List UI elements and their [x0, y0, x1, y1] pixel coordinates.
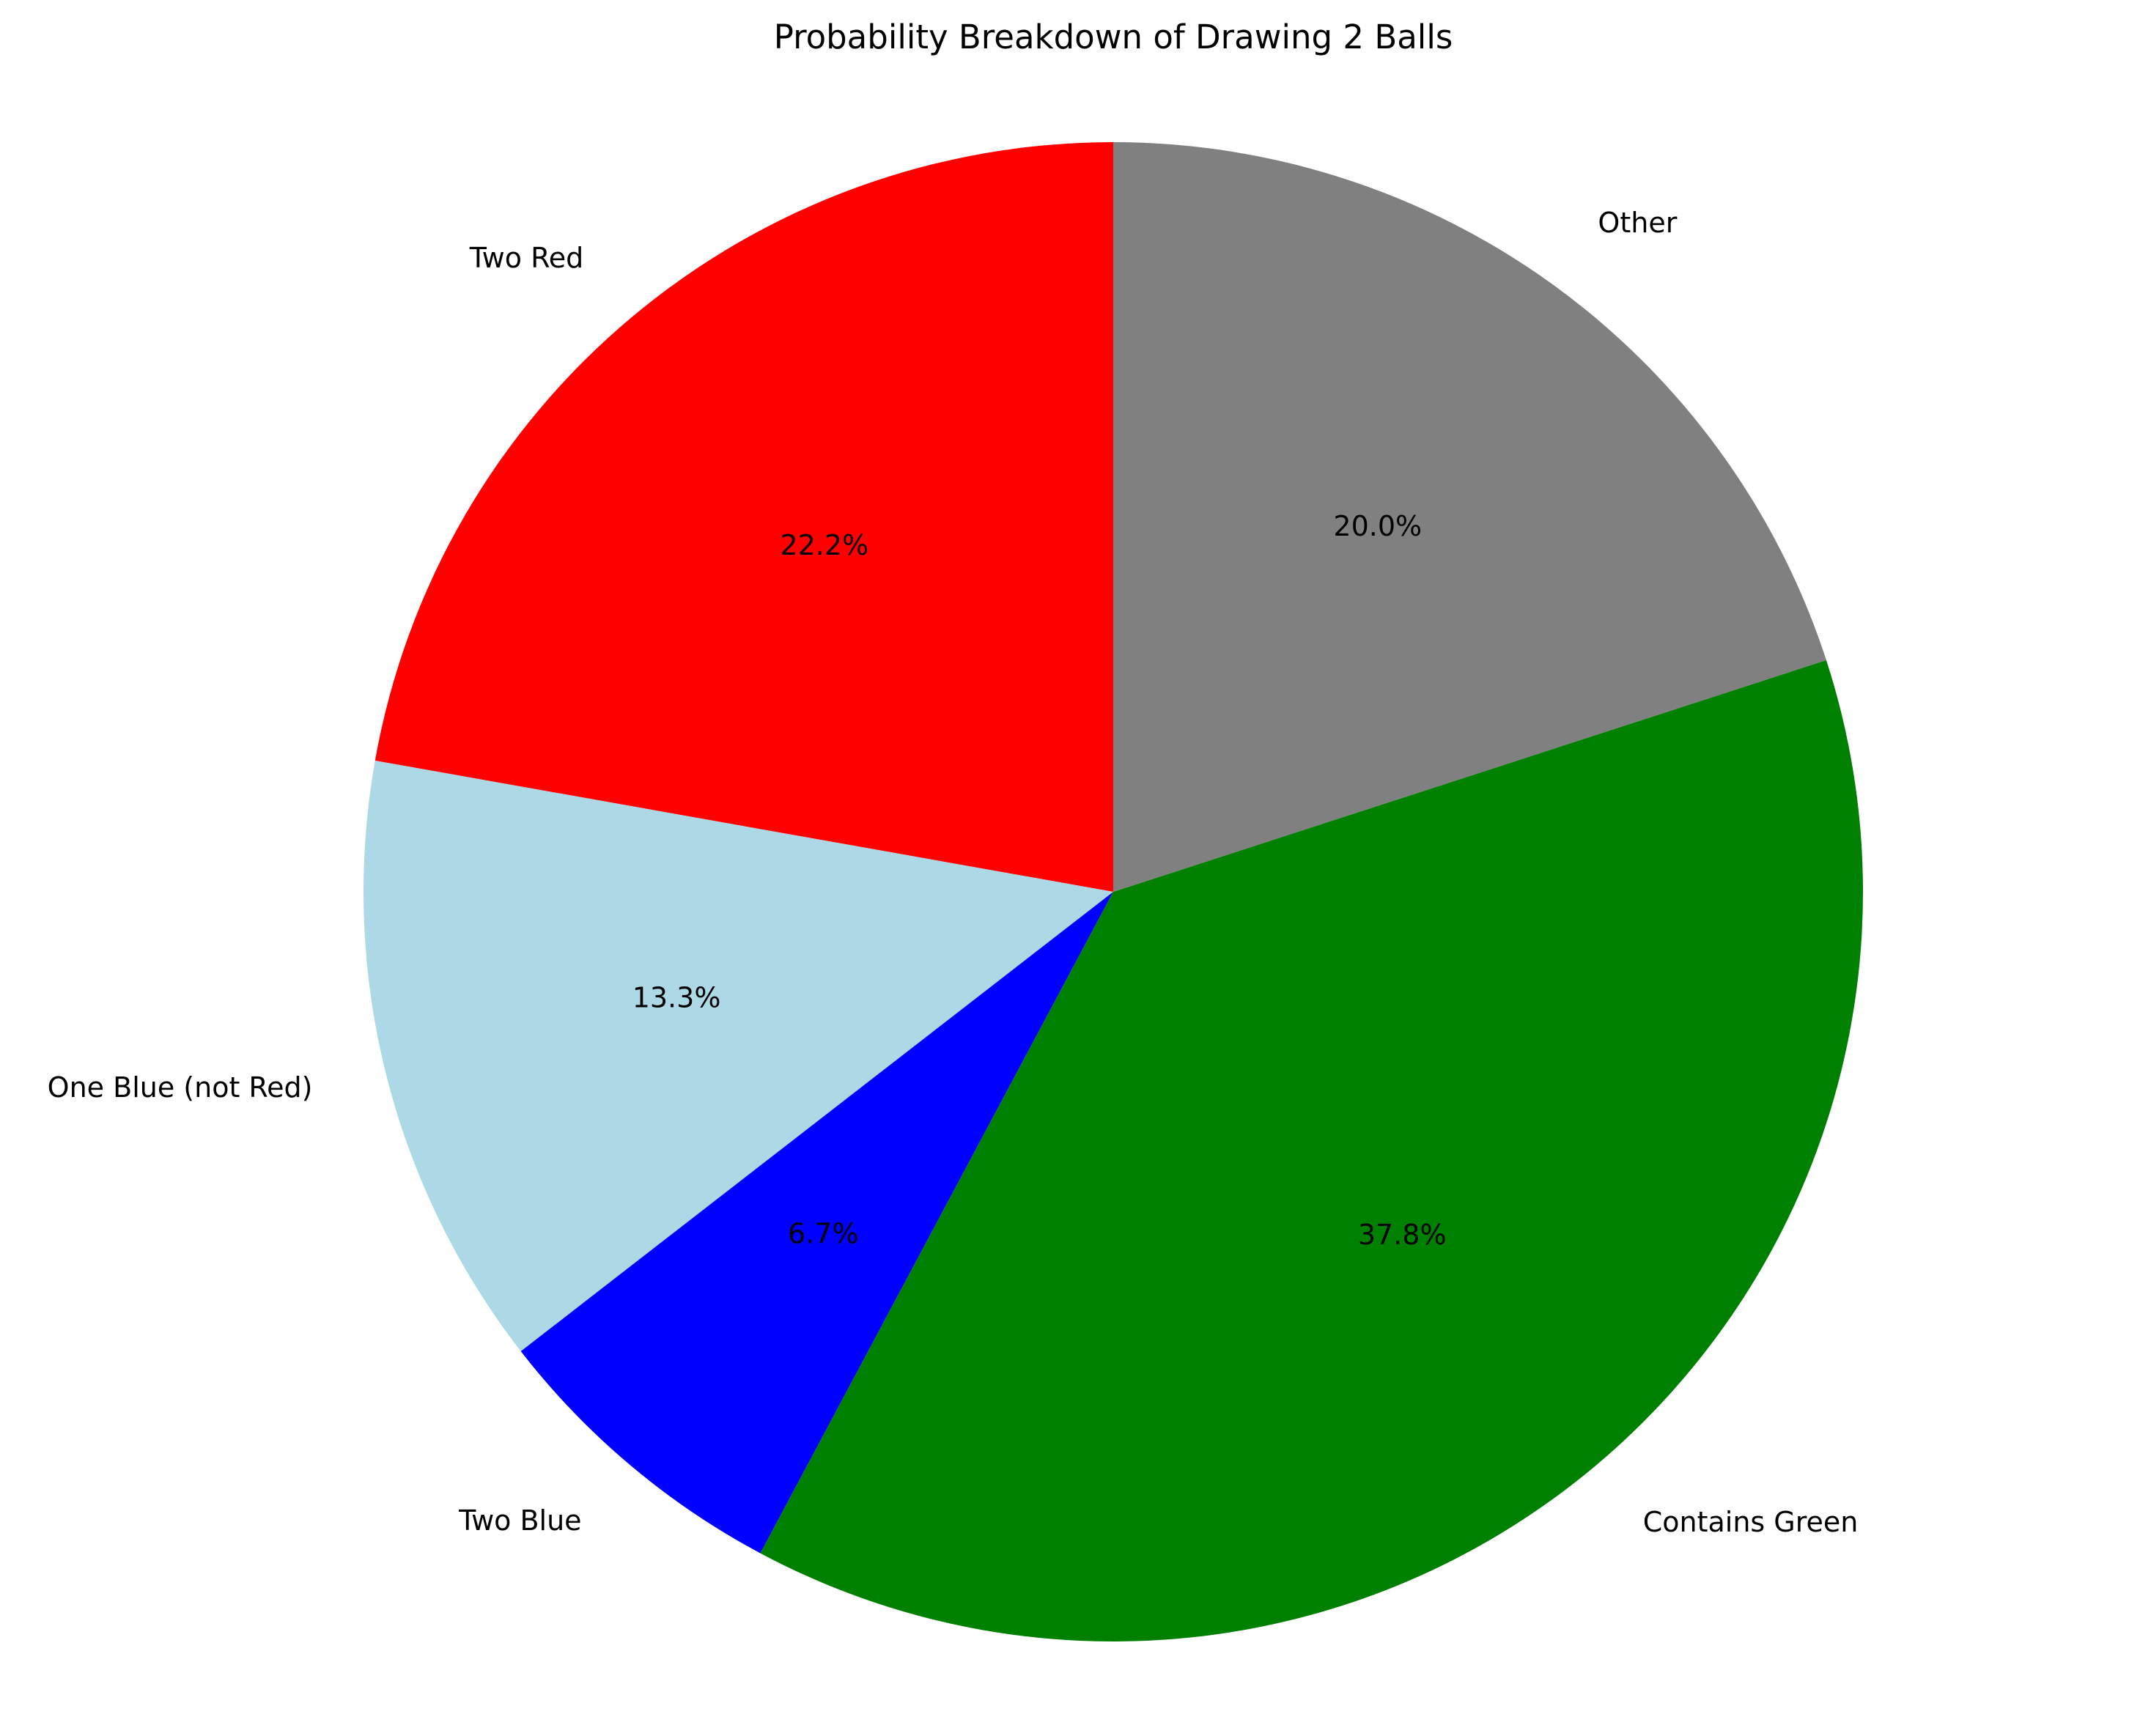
slice-label-3: Contains Green: [1643, 1506, 1859, 1538]
pie-slices: [364, 142, 1863, 1642]
slice-label-4: Other: [1598, 207, 1677, 239]
slice-label-0: Two Red: [469, 242, 584, 274]
pie-slice-2: [520, 892, 1113, 1554]
slice-percent-4: 20.0%: [1333, 510, 1422, 542]
chart-title: Probability Breakdown of Drawing 2 Balls: [774, 18, 1453, 56]
pie-labels: Two Red 22.2% One Blue (not Red) 13.3% Two B…: [48, 207, 1859, 1538]
pie-slice-3: [760, 660, 1863, 1642]
slice-percent-2: 6.7%: [788, 1218, 859, 1250]
slice-percent-0: 22.2%: [780, 529, 868, 561]
slice-label-1: One Blue (not Red): [48, 1071, 313, 1104]
pie-slice-0: [375, 142, 1114, 892]
pie-slice-1: [364, 760, 1114, 1352]
pie-slice-4: [1113, 142, 1826, 892]
slice-percent-1: 13.3%: [632, 982, 721, 1014]
slice-label-2: Two Blue: [458, 1504, 581, 1537]
slice-percent-3: 37.8%: [1358, 1219, 1447, 1251]
